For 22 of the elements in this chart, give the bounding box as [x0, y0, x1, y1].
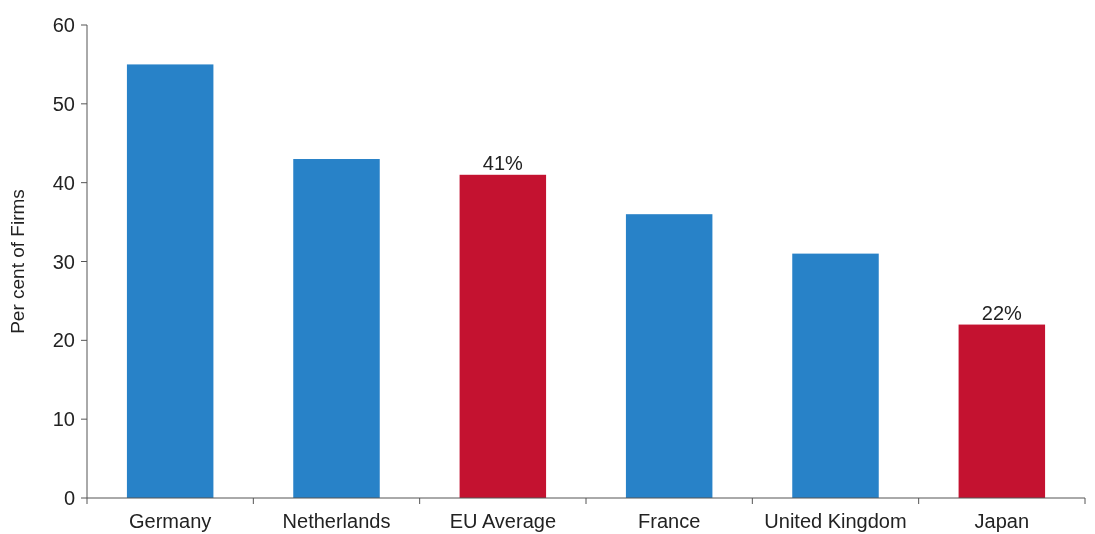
x-tick-label: Germany — [129, 510, 212, 532]
y-tick-label: 20 — [52, 329, 75, 352]
x-tick-label: EU Average — [449, 510, 557, 532]
bar — [126, 64, 214, 498]
y-axis-title: Per cent of Firms — [7, 189, 28, 334]
y-tick-label: 60 — [52, 14, 75, 36]
bar — [792, 253, 879, 498]
bar — [625, 214, 713, 498]
y-tick-label: 10 — [52, 408, 75, 431]
bar — [958, 324, 1046, 498]
y-tick-label: 30 — [52, 250, 75, 273]
y-tick-label: 0 — [63, 487, 75, 509]
x-tick-label: Japan — [974, 510, 1030, 532]
data-label: 41% — [482, 151, 524, 174]
x-tick-label: United Kingdom — [764, 510, 907, 532]
x-tick-label: France — [638, 510, 701, 532]
bar — [459, 174, 547, 498]
data-label: 22% — [981, 301, 1023, 324]
bar — [293, 159, 380, 498]
y-tick-label: 40 — [52, 171, 75, 194]
y-tick-label: 50 — [52, 92, 75, 115]
x-tick-label: Netherlands — [282, 510, 391, 532]
